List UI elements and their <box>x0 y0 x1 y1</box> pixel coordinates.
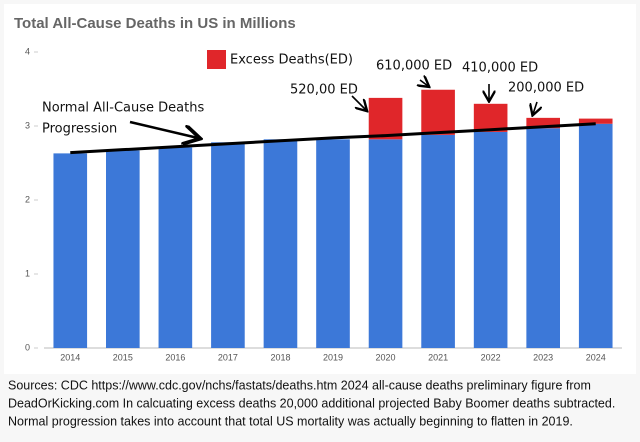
annotation-arrow <box>351 95 366 110</box>
annotation: 610,000 ED <box>376 59 452 74</box>
trend-arrow <box>129 120 198 138</box>
bar <box>158 147 193 348</box>
x-tick-label: 2019 <box>323 352 343 362</box>
annotation: 410,000 ED <box>462 61 538 76</box>
chart-title: Total All-Cause Deaths in US in Millions <box>14 15 296 32</box>
x-tick-label: 2020 <box>376 352 396 362</box>
annotation-arrow <box>420 80 428 86</box>
x-tick-label: 2017 <box>218 352 238 362</box>
footnote: Normal progression takes into account th… <box>8 414 573 428</box>
annotation-arrow <box>533 101 537 114</box>
footnote: Sources: CDC https://www.cdc.gov/nchs/fa… <box>8 378 591 392</box>
bar <box>368 139 403 348</box>
bar <box>211 142 245 348</box>
x-tick-label: 2021 <box>428 352 448 362</box>
y-tick-label: 2 <box>25 194 30 204</box>
footnote: DeadOrKicking.com In calcuating excess d… <box>8 396 615 410</box>
legend-label: Excess Deaths(ED) <box>230 53 353 68</box>
x-tick-label: 2024 <box>586 352 606 362</box>
bar <box>578 123 613 348</box>
y-tick-label: 4 <box>25 46 30 56</box>
legend-swatch <box>207 50 226 69</box>
x-tick-label: 2022 <box>481 352 501 362</box>
trend-line <box>70 122 596 155</box>
x-tick-label: 2018 <box>270 352 290 362</box>
x-tick-label: 2016 <box>165 352 185 362</box>
bar <box>421 89 455 135</box>
bar <box>473 131 508 348</box>
x-tick-label: 2014 <box>60 352 80 362</box>
bar <box>53 153 88 348</box>
trend-label: Normal All-Cause Deaths <box>42 101 204 116</box>
bar <box>526 128 560 348</box>
y-tick-label: 3 <box>25 120 30 130</box>
bar <box>421 134 455 348</box>
annotation: 200,000 ED <box>508 81 584 96</box>
bar <box>473 103 508 132</box>
y-tick-label: 1 <box>25 268 30 278</box>
y-tick-label: 0 <box>25 342 30 352</box>
x-tick-label: 2023 <box>533 352 553 362</box>
bar <box>368 97 403 140</box>
bar <box>263 139 298 348</box>
bar <box>106 150 140 348</box>
trend-label: Progression <box>42 122 117 137</box>
annotation: 520,00 ED <box>290 83 358 98</box>
bar <box>316 139 350 348</box>
bar <box>526 117 560 129</box>
bar <box>578 118 613 124</box>
x-tick-label: 2015 <box>113 352 133 362</box>
